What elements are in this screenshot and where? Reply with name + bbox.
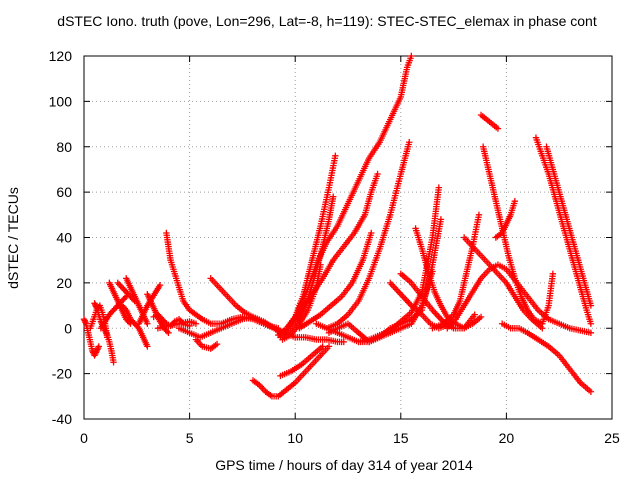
data-point xyxy=(494,125,502,132)
grid xyxy=(84,56,612,419)
x-tick-label: 5 xyxy=(186,430,194,446)
data-point xyxy=(471,311,478,318)
x-tick-label: 10 xyxy=(287,430,303,446)
data-series xyxy=(123,275,151,327)
y-axis: -40 -20 0 20 40 60 80 100 120 xyxy=(49,48,612,427)
data-marks xyxy=(80,52,595,400)
data-point xyxy=(319,343,326,350)
data-series xyxy=(479,143,557,327)
data-point xyxy=(144,343,151,350)
data-point xyxy=(511,198,519,205)
data-point xyxy=(475,211,483,219)
data-point xyxy=(477,313,485,321)
data-series xyxy=(192,336,221,352)
y-tick-label: 80 xyxy=(56,139,72,155)
data-series xyxy=(492,198,519,241)
data-point xyxy=(406,139,413,146)
x-tick-label: 0 xyxy=(80,430,88,446)
data-point xyxy=(165,329,172,336)
x-tick-label: 15 xyxy=(393,430,409,446)
data-series xyxy=(323,139,413,332)
data-series xyxy=(429,211,483,332)
y-tick-label: -40 xyxy=(52,411,72,427)
data-series xyxy=(498,320,595,395)
data-series xyxy=(97,293,130,332)
y-tick-label: 20 xyxy=(56,275,72,291)
data-series xyxy=(543,143,595,309)
data-series xyxy=(477,111,502,132)
y-tick-label: 40 xyxy=(56,230,72,246)
data-point xyxy=(587,302,595,309)
y-axis-label: dSTEC / TECUs xyxy=(5,187,21,289)
y-tick-label: -20 xyxy=(52,366,72,382)
x-axis-label: GPS time / hours of day 314 of year 2014 xyxy=(215,457,473,473)
data-point xyxy=(435,184,443,191)
data-point xyxy=(340,338,347,346)
data-point xyxy=(587,320,595,327)
data-series xyxy=(277,343,326,380)
y-tick-label: 120 xyxy=(49,48,73,64)
data-series xyxy=(249,343,333,400)
data-point xyxy=(82,319,89,326)
data-point xyxy=(275,325,282,332)
data-point xyxy=(587,388,595,395)
data-point xyxy=(368,229,375,237)
data-point xyxy=(213,340,221,348)
data-series xyxy=(118,302,151,350)
data-series xyxy=(283,52,415,332)
data-point xyxy=(408,52,415,60)
data-point xyxy=(332,152,339,160)
data-series xyxy=(80,315,102,359)
data-series xyxy=(532,134,595,327)
data-point xyxy=(325,343,333,350)
y-tick-label: 100 xyxy=(49,93,73,109)
data-series xyxy=(412,225,485,332)
data-point xyxy=(156,281,164,289)
data-series xyxy=(207,275,282,332)
data-point xyxy=(144,320,151,327)
data-point xyxy=(437,216,445,223)
data-point xyxy=(110,359,117,366)
x-tick-label: 25 xyxy=(604,430,620,446)
data-point xyxy=(587,329,595,336)
data-point xyxy=(330,193,337,200)
chart-title: dSTEC Iono. truth (pove, Lon=296, Lat=-8… xyxy=(57,13,597,29)
data-series xyxy=(296,229,375,332)
data-point xyxy=(374,170,381,178)
x-tick-label: 20 xyxy=(499,430,515,446)
data-series xyxy=(287,170,381,327)
data-point xyxy=(95,343,102,350)
y-tick-label: 0 xyxy=(64,320,72,336)
y-tick-label: 60 xyxy=(56,184,72,200)
x-axis: 0 5 10 15 20 25 xyxy=(80,56,620,446)
data-point xyxy=(549,270,557,277)
data-point xyxy=(192,320,200,327)
data-series xyxy=(154,318,200,332)
data-series xyxy=(277,193,337,341)
